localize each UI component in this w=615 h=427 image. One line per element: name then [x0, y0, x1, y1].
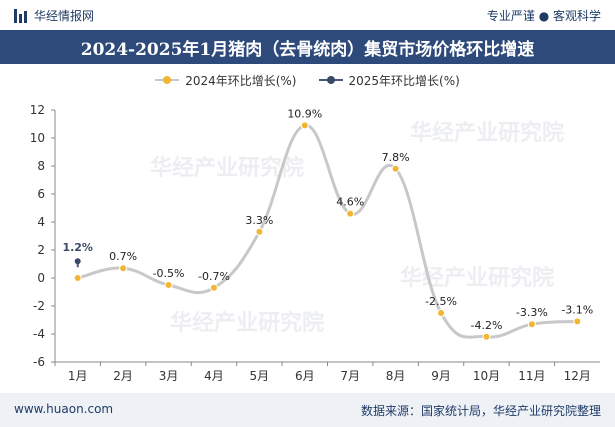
series-2024-point: [573, 317, 582, 326]
series-2024-data-label: 7.8%: [382, 151, 410, 164]
series-2024-data-label: -2.5%: [425, 295, 457, 308]
top-bar: 华经情报网 专业严谨 ● 客观科学: [0, 0, 615, 30]
legend-item-2024[interactable]: 2024年环比增长(%): [155, 72, 297, 89]
y-tick-label: 4: [37, 215, 45, 229]
series-2024-point: [482, 332, 491, 341]
x-tick-label: 5月: [250, 369, 270, 383]
legend-label-2025: 2025年环比增长(%): [348, 73, 460, 88]
bar-chart-logo-icon: [14, 8, 28, 23]
x-tick-label: 1月: [68, 369, 88, 383]
y-tick-label: 10: [30, 131, 45, 145]
line-chart: 12 10 8 6 4 2 0 -2 -4 -6 1月 2月 3月 4月 5月 6月 7月 8月 9月 10月 11月 1…: [30, 103, 600, 383]
x-tick-label: 12月: [564, 369, 591, 383]
legend-swatch-2025: [318, 75, 343, 85]
y-tick-label: 2: [37, 243, 45, 257]
x-tick-label: 10月: [473, 369, 500, 383]
series-2025-data-label: 1.2%: [62, 241, 93, 254]
x-tick-label: 11月: [518, 369, 545, 383]
series-2024-data-label: -0.7%: [198, 270, 230, 283]
brand-name: 华经情报网: [34, 9, 95, 23]
y-tick-label: 12: [30, 103, 45, 117]
y-tick-label: 6: [37, 187, 45, 201]
legend-label-2024: 2024年环比增长(%): [185, 73, 297, 88]
footer-source: 数据来源：国家统计局，华经产业研究院整理: [360, 404, 601, 418]
series-2024-data-label: -0.5%: [153, 267, 185, 280]
y-tick-label: -4: [33, 327, 45, 341]
x-tick-label: 3月: [159, 369, 179, 383]
series-2024-point: [346, 209, 355, 218]
legend-swatch-2024: [155, 75, 180, 85]
chart-title: 2024-2025年1月猪肉（去骨统肉）集贸市场价格环比增速: [0, 30, 615, 64]
series-2024-data-label: -3.1%: [561, 303, 593, 316]
series-2024-data-label: -4.2%: [470, 319, 502, 332]
tagline: 专业严谨 ● 客观科学: [486, 9, 601, 23]
series-2024-point: [209, 283, 218, 292]
series-2025-point: [74, 258, 81, 265]
x-tick-label: 8月: [386, 369, 406, 383]
series-2024-data-label: 10.9%: [287, 107, 322, 120]
series-2024-point: [300, 121, 309, 130]
series-2024-point: [73, 274, 82, 282]
series-2024-point: [164, 281, 173, 289]
series-2024-line: [77, 123, 578, 339]
series-2024-point: [437, 309, 446, 317]
series-2024-point: [255, 227, 264, 236]
footer-website[interactable]: www.huaon.com: [14, 402, 114, 416]
x-tick-label: 9月: [431, 369, 451, 383]
x-tick-label: 4月: [204, 369, 224, 383]
brand: 华经情报网: [14, 7, 94, 24]
series-2024-data-label: 4.6%: [336, 196, 364, 209]
series-2024-data-label: -3.3%: [516, 306, 548, 319]
series-2024-point: [527, 320, 536, 329]
series-2024-data-label: 3.3%: [245, 214, 273, 227]
y-tick-label: -6: [33, 355, 45, 369]
y-tick-label: 8: [37, 159, 45, 173]
y-tick-label: 0: [37, 271, 45, 285]
y-tick-label: -2: [33, 299, 45, 313]
legend-item-2025[interactable]: 2025年环比增长(%): [318, 72, 460, 89]
series-2024-data-label: 0.7%: [109, 250, 137, 263]
series-2024-point: [391, 164, 400, 173]
series-2024-point: [119, 264, 128, 273]
x-tick-label: 2月: [113, 369, 133, 383]
x-tick-label: 7月: [340, 369, 360, 383]
legend: 2024年环比增长(%) 2025年环比增长(%): [0, 68, 615, 92]
x-tick-label: 6月: [295, 369, 315, 383]
footer: www.huaon.com 数据来源：国家统计局，华经产业研究院整理: [0, 393, 615, 427]
